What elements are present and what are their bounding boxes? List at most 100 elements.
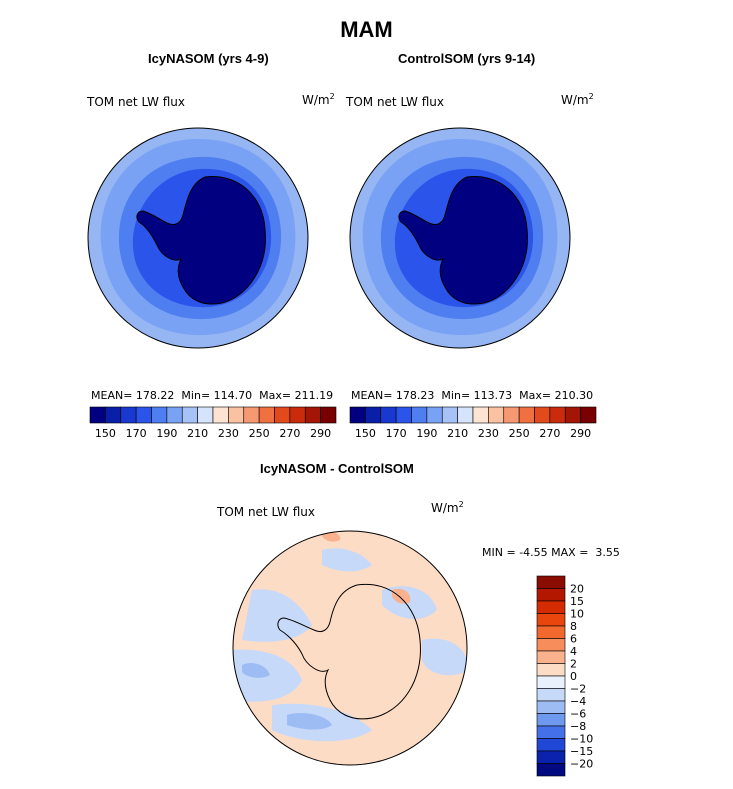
colorbar-tick-label: 250 — [249, 427, 270, 440]
colorbar-tick-label: −20 — [570, 758, 593, 771]
colorbar-swatch — [536, 575, 566, 589]
colorbar-tick-label: 210 — [187, 427, 208, 440]
antarctica-coastline — [277, 583, 421, 720]
colorbar-tick-label: 2 — [570, 658, 577, 671]
difference-unit: W/m2 — [431, 500, 464, 515]
panel-left-colorbar: 150 170 190 210 230 250 270 290 — [89, 406, 337, 440]
colorbar-tick-label: 190 — [416, 427, 437, 440]
colorbar-swatch — [258, 406, 275, 424]
continent-fill — [398, 176, 528, 305]
diff-negative-patch — [242, 589, 312, 642]
colorbar-swatch — [472, 406, 489, 424]
colorbar-tick-label: 150 — [355, 427, 376, 440]
diff-negative-strong-patch — [242, 663, 270, 678]
panel-right-unit: W/m2 — [561, 92, 594, 107]
panel-right-polar-map — [349, 127, 571, 349]
colorbar-swatch — [564, 406, 581, 424]
colorbar-tick-label: 0 — [570, 670, 577, 683]
colorbar-tick-label: −4 — [570, 695, 586, 708]
panel-right-subtitle: ControlSOM (yrs 9-14) — [398, 51, 536, 66]
difference-polar-map — [232, 530, 468, 766]
map-border — [232, 530, 468, 766]
diff-negative-patch — [422, 638, 467, 676]
colorbar-swatch — [120, 406, 137, 424]
panel-right-colorbar: 150 170 190 210 230 250 270 290 — [349, 406, 597, 440]
colorbar-tick-label: −15 — [570, 745, 593, 758]
colorbar-swatch — [289, 406, 306, 424]
map-border — [349, 127, 571, 349]
colorbar-swatch — [105, 406, 122, 424]
diff-negative-strong-patch — [287, 713, 332, 730]
panel-right-stats: MEAN= 178.23 Min= 113.73 Max= 210.30 — [351, 389, 594, 402]
colorbar-swatch — [151, 406, 168, 424]
colorbar-swatch — [536, 688, 566, 702]
colorbar-tick-label: 170 — [126, 427, 147, 440]
colorbar-tick-label: 290 — [570, 427, 591, 440]
colorbar-swatch — [197, 406, 214, 424]
difference-variable-label: TOM net LW flux — [217, 505, 315, 519]
colorbar-swatch — [320, 406, 337, 424]
colorbar-tick-label: 4 — [570, 645, 577, 658]
colorbar-swatch — [135, 406, 152, 424]
panel-right-variable-label: TOM net LW flux — [346, 95, 444, 109]
colorbar-swatch — [441, 406, 458, 424]
colorbar-swatch — [536, 600, 566, 614]
map-border — [87, 127, 309, 349]
colorbar-swatch — [536, 750, 566, 764]
colorbar-tick-label: 6 — [570, 633, 577, 646]
diff-positive-strong-patch — [392, 588, 411, 604]
colorbar-swatch — [304, 406, 321, 424]
colorbar-swatch — [536, 638, 566, 652]
colorbar-tick-label: 250 — [509, 427, 530, 440]
colorbar-swatch — [503, 406, 520, 424]
panel-left-unit: W/m2 — [302, 92, 335, 107]
diff-negative-patch — [322, 548, 372, 572]
colorbar-swatch — [536, 588, 566, 602]
colorbar-swatch — [536, 763, 566, 777]
colorbar-swatch — [536, 625, 566, 639]
colorbar-tick-label: 210 — [447, 427, 468, 440]
difference-stats: MIN = -4.55 MAX = 3.55 — [482, 546, 620, 559]
colorbar-swatch — [518, 406, 535, 424]
panel-left-stats: MEAN= 178.22 Min= 114.70 Max= 211.19 — [91, 389, 334, 402]
colorbar-swatch — [536, 613, 566, 627]
colorbar-swatch — [580, 406, 597, 424]
colorbar-tick-label: 10 — [570, 608, 584, 621]
colorbar-swatch — [166, 406, 183, 424]
colorbar-tick-label: −8 — [570, 720, 586, 733]
panel-left-polar-map — [87, 127, 309, 349]
colorbar-swatch — [536, 725, 566, 739]
colorbar-swatch — [349, 406, 366, 424]
colorbar-swatch — [228, 406, 245, 424]
colorbar-swatch — [380, 406, 397, 424]
colorbar-tick-label: 150 — [95, 427, 116, 440]
colorbar-swatch — [411, 406, 428, 424]
colorbar-tick-label: −2 — [570, 683, 586, 696]
colorbar-swatch — [457, 406, 474, 424]
colorbar-swatch — [274, 406, 291, 424]
colorbar-swatch — [243, 406, 260, 424]
colorbar-tick-label: 170 — [386, 427, 407, 440]
colorbar-swatch — [536, 713, 566, 727]
colorbar-swatch — [536, 700, 566, 714]
colorbar-tick-label: −6 — [570, 708, 586, 721]
colorbar-swatch — [534, 406, 551, 424]
colorbar-swatch — [488, 406, 505, 424]
colorbar-tick-label: 190 — [156, 427, 177, 440]
colorbar-tick-label: 230 — [478, 427, 499, 440]
colorbar-swatch — [395, 406, 412, 424]
colorbar-swatch — [549, 406, 566, 424]
colorbar-tick-label: 230 — [218, 427, 239, 440]
colorbar-swatch — [212, 406, 229, 424]
colorbar-tick-label: 20 — [570, 583, 584, 596]
colorbar-swatch — [181, 406, 198, 424]
colorbar-swatch — [365, 406, 382, 424]
diff-positive-strong-patch — [322, 531, 341, 542]
colorbar-tick-label: 270 — [279, 427, 300, 440]
colorbar-tick-label: 8 — [570, 620, 577, 633]
colorbar-tick-label: 270 — [539, 427, 560, 440]
colorbar-swatch — [536, 675, 566, 689]
difference-subtitle: IcyNASOM - ControlSOM — [260, 461, 414, 476]
colorbar-swatch — [89, 406, 106, 424]
